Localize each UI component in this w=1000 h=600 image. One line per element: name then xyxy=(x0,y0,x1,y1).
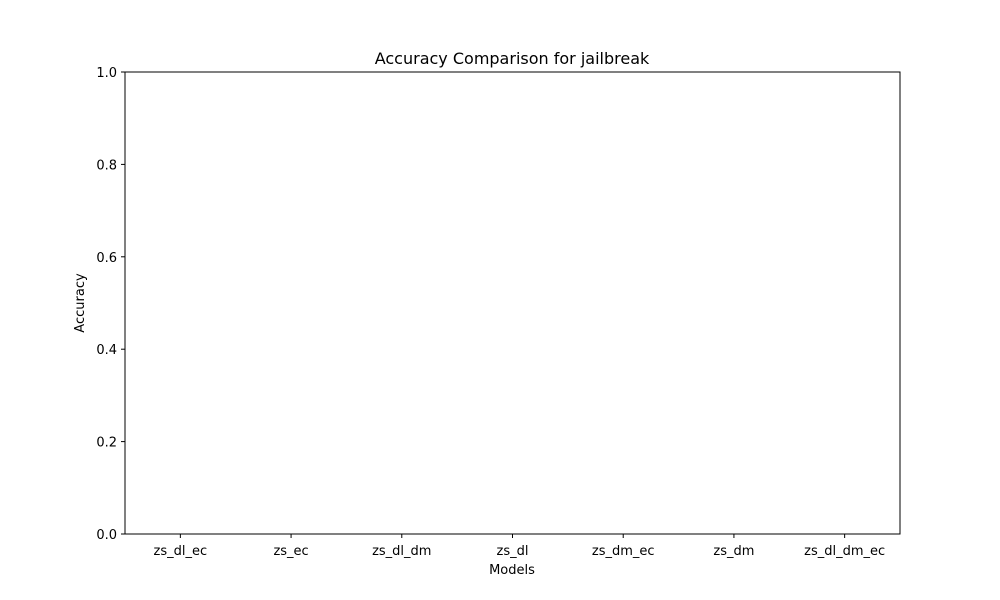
y-tick-label: 0.8 xyxy=(96,158,117,173)
x-tick-label: zs_dl_ec xyxy=(154,544,208,559)
y-tick-label: 0.0 xyxy=(96,528,117,543)
y-tick-label: 0.6 xyxy=(96,251,117,266)
x-axis-label: Models xyxy=(489,563,535,578)
x-tick-label: zs_dl xyxy=(497,544,529,559)
y-tick-label: 0.2 xyxy=(96,436,117,451)
x-tick-label: zs_dm_ec xyxy=(592,544,655,559)
x-tick-label: zs_dl_dm_ec xyxy=(804,544,885,559)
x-tick-label: zs_dm xyxy=(713,544,754,559)
y-tick-label: 1.0 xyxy=(96,66,117,81)
x-tick-label: zs_dl_dm xyxy=(372,544,431,559)
y-axis-ticks: 0.0 0.2 0.4 0.6 0.8 1.0 xyxy=(96,66,125,543)
chart-title: Accuracy Comparison for jailbreak xyxy=(375,49,650,68)
y-tick-label: 0.4 xyxy=(96,343,117,358)
y-axis-label: Accuracy xyxy=(73,273,88,333)
x-tick-label: zs_ec xyxy=(273,544,308,559)
x-axis-ticks: zs_dl_ec zs_ec zs_dl_dm zs_dl zs_dm_ec zs_dm z… xyxy=(154,534,885,559)
plot-area-frame xyxy=(124,71,901,535)
